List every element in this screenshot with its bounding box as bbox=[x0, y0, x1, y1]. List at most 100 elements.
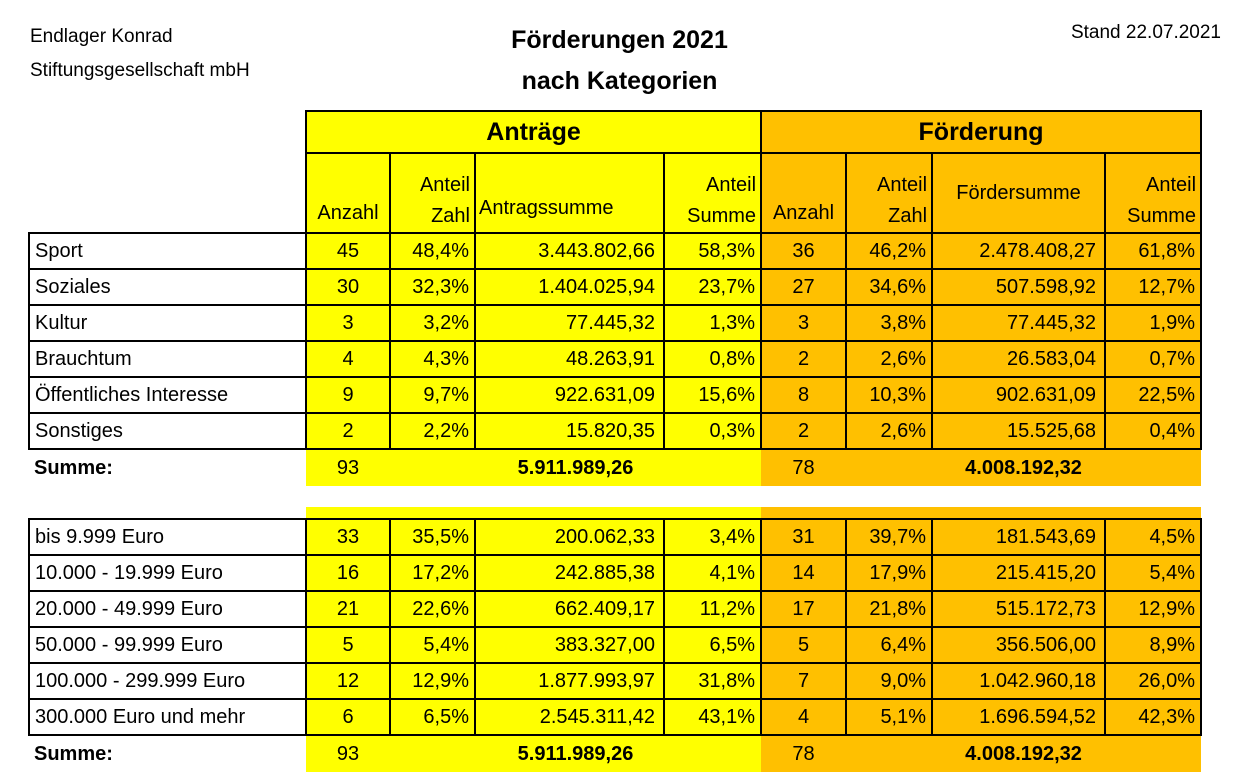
antraege-summe-cell: 15.820,35 bbox=[474, 412, 665, 450]
summe-row: Summe: 93 5.911.989,26 78 4.008.192,32 bbox=[29, 735, 1202, 772]
antraege-anteil-summe-cell: 11,2% bbox=[662, 590, 763, 628]
antraege-anzahl-cell: 16 bbox=[305, 554, 391, 592]
foerderung-summe-cell: 515.172,73 bbox=[931, 590, 1107, 628]
antraege-summe-cell: 242.885,38 bbox=[474, 554, 665, 592]
foerderung-anzahl-cell: 7 bbox=[760, 662, 848, 700]
ranges-section: bis 9.999 Euro 33 35,5% 200.062,33 3,4% … bbox=[28, 518, 1203, 736]
foerderung-anteil-zahl-cell: 6,4% bbox=[845, 626, 934, 664]
foerderung-anzahl-cell: 27 bbox=[760, 268, 848, 306]
summe-antraege-anzahl-cell: 93 bbox=[306, 735, 390, 772]
antraege-anteil-zahl-cell: 48,4% bbox=[389, 232, 476, 270]
foerderung-summe-cell: 77.445,32 bbox=[931, 304, 1107, 342]
col-header-foerderung-anzahl: Anzahl bbox=[760, 152, 848, 234]
org-name-line-1: Endlager Konrad bbox=[30, 26, 173, 47]
antraege-summe-cell: 1.404.025,94 bbox=[474, 268, 665, 306]
summe-label-cell: Summe: bbox=[29, 449, 306, 486]
foerderung-anzahl-cell: 31 bbox=[760, 518, 848, 556]
antraege-anteil-zahl-cell: 17,2% bbox=[389, 554, 476, 592]
funding-table: Anträge Förderung Anzahl Anteil Zahl Ant… bbox=[28, 110, 1203, 772]
foerderung-anteil-summe-cell: 4,5% bbox=[1104, 518, 1203, 556]
antraege-anteil-zahl-cell: 22,6% bbox=[389, 590, 476, 628]
foerderung-anzahl-cell: 5 bbox=[760, 626, 848, 664]
ranges-summary-section: Summe: 93 5.911.989,26 78 4.008.192,32 bbox=[29, 735, 1202, 772]
summe-row: Summe: 93 5.911.989,26 78 4.008.192,32 bbox=[29, 449, 1202, 486]
table-row: 300.000 Euro und mehr 6 6,5% 2.545.311,4… bbox=[28, 698, 1203, 736]
foerderung-anteil-zahl-cell: 3,8% bbox=[845, 304, 934, 342]
col-header-line: Anteil bbox=[1146, 174, 1197, 196]
antraege-anzahl-cell: 30 bbox=[305, 268, 391, 306]
foerderung-anzahl-cell: 4 bbox=[760, 698, 848, 736]
foerderung-anzahl-cell: 36 bbox=[760, 232, 848, 270]
table-row: 10.000 - 19.999 Euro 16 17,2% 242.885,38… bbox=[28, 554, 1203, 592]
date-stamp: Stand 22.07.2021 bbox=[1070, 22, 1221, 43]
category-cell: Kultur bbox=[28, 304, 307, 342]
strip-spacer-cell bbox=[29, 507, 306, 519]
antraege-anzahl-cell: 5 bbox=[305, 626, 391, 664]
category-cell: 10.000 - 19.999 Euro bbox=[28, 554, 307, 592]
antraege-summe-cell: 2.545.311,42 bbox=[474, 698, 665, 736]
table-row: Kultur 3 3,2% 77.445,32 1,3% 3 3,8% 77.4… bbox=[28, 304, 1203, 342]
foerderung-anteil-summe-cell: 0,4% bbox=[1104, 412, 1203, 450]
col-header-line: Anteil bbox=[706, 174, 757, 196]
foerderung-anteil-summe-cell: 5,4% bbox=[1104, 554, 1203, 592]
foerderung-anteil-zahl-cell: 17,9% bbox=[845, 554, 934, 592]
table-row: 100.000 - 299.999 Euro 12 12,9% 1.877.99… bbox=[28, 662, 1203, 700]
table-row: Sonstiges 2 2,2% 15.820,35 0,3% 2 2,6% 1… bbox=[28, 412, 1203, 450]
antraege-summe-cell: 200.062,33 bbox=[474, 518, 665, 556]
antraege-anteil-summe-cell: 0,3% bbox=[662, 412, 763, 450]
table-row: Soziales 30 32,3% 1.404.025,94 23,7% 27 … bbox=[28, 268, 1203, 306]
table-row: 50.000 - 99.999 Euro 5 5,4% 383.327,00 6… bbox=[28, 626, 1203, 664]
column-header-row: Anzahl Anteil Zahl Antragssumme Anteil S… bbox=[29, 152, 1203, 234]
col-header-antraege-anteil-zahl: Anteil Zahl bbox=[389, 152, 476, 234]
col-header-line: Zahl bbox=[431, 205, 470, 227]
foerderung-anteil-summe-cell: 22,5% bbox=[1104, 376, 1203, 414]
page-title-line-2: nach Kategorien bbox=[521, 66, 718, 95]
foerderung-summe-cell: 1.042.960,18 bbox=[931, 662, 1107, 700]
summe-foerderung-summe-cell: 4.008.192,32 bbox=[846, 449, 1202, 486]
foerderung-anzahl-cell: 14 bbox=[760, 554, 848, 592]
antraege-anteil-zahl-cell: 2,2% bbox=[389, 412, 476, 450]
category-cell: Öffentliches Interesse bbox=[28, 376, 307, 414]
header-spacer-cell bbox=[29, 111, 306, 153]
antraege-anteil-zahl-cell: 6,5% bbox=[389, 698, 476, 736]
foerderung-anzahl-cell: 17 bbox=[760, 590, 848, 628]
org-name: Endlager Konrad Stiftungsgesellschaft mb… bbox=[30, 20, 250, 88]
antraege-anteil-zahl-cell: 9,7% bbox=[389, 376, 476, 414]
foerderung-anteil-zahl-cell: 2,6% bbox=[845, 412, 934, 450]
antraege-anteil-zahl-cell: 3,2% bbox=[389, 304, 476, 342]
section-strip-row bbox=[29, 507, 1202, 519]
antraege-anzahl-cell: 33 bbox=[305, 518, 391, 556]
antraege-anteil-summe-cell: 31,8% bbox=[662, 662, 763, 700]
foerderung-summe-cell: 15.525,68 bbox=[931, 412, 1107, 450]
foerderung-anteil-zahl-cell: 21,8% bbox=[845, 590, 934, 628]
strip-antraege-cell bbox=[306, 507, 762, 519]
col-header-line: Anteil bbox=[877, 174, 928, 196]
antraege-anteil-summe-cell: 58,3% bbox=[662, 232, 763, 270]
category-cell: Soziales bbox=[28, 268, 307, 306]
foerderung-anteil-zahl-cell: 2,6% bbox=[845, 340, 934, 378]
col-header-line: Summe bbox=[1127, 205, 1197, 227]
foerderung-anzahl-cell: 3 bbox=[760, 304, 848, 342]
foerderung-summe-cell: 26.583,04 bbox=[931, 340, 1107, 378]
foerderung-anteil-summe-cell: 0,7% bbox=[1104, 340, 1203, 378]
antraege-anzahl-cell: 9 bbox=[305, 376, 391, 414]
category-cell: 20.000 - 49.999 Euro bbox=[28, 590, 307, 628]
antraege-anzahl-cell: 2 bbox=[305, 412, 391, 450]
foerderung-anteil-summe-cell: 61,8% bbox=[1104, 232, 1203, 270]
table-row: Brauchtum 4 4,3% 48.263,91 0,8% 2 2,6% 2… bbox=[28, 340, 1203, 378]
antraege-anzahl-cell: 45 bbox=[305, 232, 391, 270]
group-header-antraege: Anträge bbox=[304, 110, 763, 154]
report-header: Endlager Konrad Stiftungsgesellschaft mb… bbox=[0, 0, 1239, 110]
antraege-summe-cell: 77.445,32 bbox=[474, 304, 665, 342]
header-spacer-cell bbox=[29, 153, 306, 233]
category-cell: 100.000 - 299.999 Euro bbox=[28, 662, 307, 700]
foerderung-anteil-zahl-cell: 5,1% bbox=[845, 698, 934, 736]
antraege-anteil-summe-cell: 43,1% bbox=[662, 698, 763, 736]
antraege-anteil-zahl-cell: 12,9% bbox=[389, 662, 476, 700]
categories-summary-section: Summe: 93 5.911.989,26 78 4.008.192,32 bbox=[29, 449, 1202, 519]
antraege-anteil-summe-cell: 15,6% bbox=[662, 376, 763, 414]
foerderung-anteil-zahl-cell: 46,2% bbox=[845, 232, 934, 270]
antraege-anzahl-cell: 6 bbox=[305, 698, 391, 736]
table-row: 20.000 - 49.999 Euro 21 22,6% 662.409,17… bbox=[28, 590, 1203, 628]
